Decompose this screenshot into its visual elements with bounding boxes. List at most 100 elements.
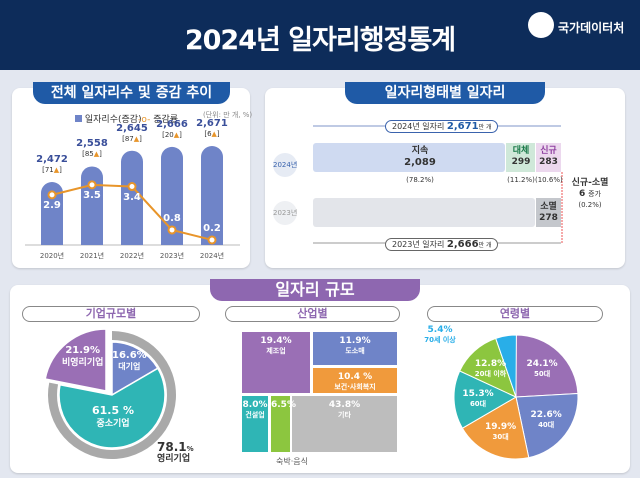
age-header: 연령별 — [427, 306, 603, 322]
bar-2024년 — [201, 145, 223, 245]
x-tick-label: 2024년 — [199, 252, 225, 260]
age-label: 19.9% 30대 — [484, 421, 517, 441]
total-2023-pill: 2023년 일자리 2,666만 개 — [385, 238, 499, 251]
industry-label: 11.9% 도소매 — [339, 336, 371, 355]
total-2023-label: 2023년 일자리 — [392, 240, 445, 249]
rate-label: 2.9 — [43, 199, 61, 211]
lost-name: 소멸 — [540, 202, 557, 212]
bar-2021년 — [81, 166, 103, 245]
scale-title: 일자리 규모 — [210, 279, 420, 301]
rate-point — [47, 190, 57, 200]
change-label: [20▲] — [162, 130, 182, 139]
age-label: 24.1% 50대 — [526, 359, 558, 379]
continue-label: 지속 2,089 — [390, 146, 450, 169]
net-change: 신규-소멸 6 증가 (0.2%) — [564, 178, 616, 211]
age-slice-70세 이상 — [495, 334, 517, 398]
bar-2022년 — [121, 150, 143, 245]
net-label: 신규-소멸 — [571, 178, 609, 188]
total-2024-pill: 2024년 일자리 2,671만 개 — [385, 120, 499, 133]
year-2023-badge: 2023년 — [273, 201, 297, 225]
total-2024-label: 2024년 일자리 — [392, 122, 445, 131]
bar-value-label: 2,645 — [116, 122, 148, 134]
new-pct: (10.6%) — [535, 176, 563, 184]
legend-bar-swatch — [75, 115, 82, 122]
bar-2020년 — [41, 182, 63, 245]
nonprofit-label: 21.9% 비영리기업 — [62, 345, 103, 369]
age-slice-40대 — [515, 392, 579, 459]
x-tick-label: 2021년 — [79, 252, 105, 260]
large-pct: 16.6% — [112, 350, 147, 361]
new-label: 신규 283 — [535, 146, 562, 168]
industry-label: 43.8% 기타 — [328, 400, 361, 419]
rate-label: 3.5 — [83, 189, 101, 201]
sme-label: 61.5 % 중소기업 — [92, 405, 134, 430]
age-label: 5.4% 70세 이상 — [424, 325, 456, 344]
age-label: 12.8% 20대 이하 — [474, 358, 507, 378]
company-slice-대기업 — [111, 341, 159, 397]
bar-value-label: 2,558 — [76, 138, 108, 150]
legend-line-label: 증감률 — [153, 115, 179, 125]
large-name: 대기업 — [118, 362, 141, 371]
trend-title: 전체 일자리수 및 증감 추이 — [33, 82, 230, 104]
net-value: 6 — [578, 189, 586, 199]
industry-cell-기타 — [292, 396, 397, 452]
profit-label: 78.1% 영리기업 — [157, 441, 194, 464]
net-pct: (0.2%) — [578, 201, 602, 209]
legend-bar: 일자리수(증감) — [75, 112, 142, 125]
bar-value-label: 2,472 — [36, 154, 68, 165]
new-segment — [536, 143, 561, 172]
bar-value-label: 2,671 — [196, 117, 228, 129]
rate-point — [87, 180, 97, 190]
replace-name: 대체 — [512, 146, 530, 156]
continue-segment — [313, 143, 505, 172]
industry-header: 산업별 — [225, 306, 400, 322]
company-slice-비영리기업 — [44, 328, 107, 392]
unit-label: (단위: 만 개, %) — [203, 111, 253, 119]
industry-label: 6.5% — [271, 400, 296, 410]
unit: 만 개 — [478, 124, 492, 131]
change-label: [71▲] — [42, 166, 62, 174]
age-label: 15.3% 60대 — [462, 388, 494, 408]
change-label: [85▲] — [82, 150, 102, 159]
total-2023-value: 2,666 — [446, 239, 479, 250]
age-slice-50대 — [515, 334, 579, 398]
rate-label: 0.2 — [203, 222, 221, 234]
rate-point — [207, 235, 217, 245]
government-logo-icon — [528, 12, 554, 38]
industry-label: 8.0% 건설업 — [242, 400, 268, 419]
age-slice-60대 — [453, 370, 518, 429]
lost-segment — [536, 198, 561, 227]
profit-unit: % — [186, 445, 194, 453]
company-slice-중소기업 — [58, 367, 166, 449]
replace-value: 299 — [511, 157, 531, 167]
rate-point — [127, 182, 137, 192]
new-value: 283 — [539, 157, 558, 167]
new-name: 신규 — [540, 146, 557, 156]
lost-label: 소멸 278 — [535, 202, 562, 224]
company-size-header: 기업규모별 — [22, 306, 200, 322]
x-tick-label: 2020년 — [39, 252, 65, 260]
change-label: [6▲] — [204, 129, 220, 138]
industry-cell-제조업 — [242, 332, 310, 393]
age-slice-30대 — [461, 396, 530, 460]
net-suffix: 증가 — [588, 190, 602, 198]
nonprofit-pct: 21.9% — [65, 345, 101, 356]
year-2024-badge: 2024년 — [273, 153, 297, 177]
replace-label: 대체 299 — [506, 146, 536, 168]
industry-cell-숙박·음식 — [271, 396, 290, 452]
replace-segment — [506, 143, 535, 172]
x-tick-label: 2022년 — [119, 252, 145, 260]
rate-label: 3.4 — [123, 191, 141, 203]
page-title: 2024년 일자리행정통계 — [184, 25, 456, 56]
continue-pct: (78.2%) — [406, 176, 434, 184]
org-name: 국가데이터처 — [558, 21, 625, 35]
rate-point — [167, 225, 177, 235]
industry-cell-보건·사회복지 — [313, 368, 397, 393]
types-title: 일자리형태별 일자리 — [345, 82, 545, 104]
industry-cell-건설업 — [242, 396, 268, 452]
change-label: [87▲] — [122, 134, 142, 143]
lost-value: 278 — [539, 213, 558, 223]
x-tick-label: 2023년 — [159, 252, 185, 260]
industry-cell-도소매 — [313, 332, 397, 365]
continuing-2023-segment — [313, 198, 535, 227]
